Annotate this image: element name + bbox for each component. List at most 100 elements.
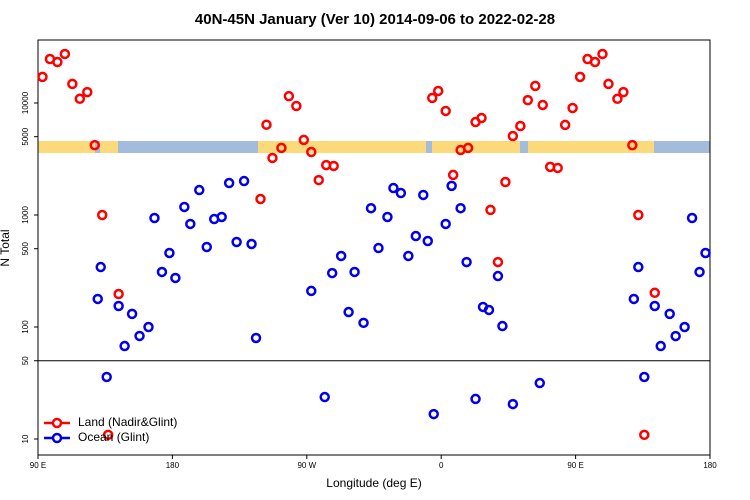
point bbox=[92, 293, 103, 305]
point bbox=[306, 146, 317, 158]
legend-label: Ocean (Glint) bbox=[78, 430, 149, 444]
point bbox=[101, 371, 112, 383]
point bbox=[461, 256, 472, 268]
point bbox=[313, 174, 324, 186]
point bbox=[52, 56, 63, 68]
point bbox=[628, 293, 640, 305]
point bbox=[639, 371, 650, 383]
point bbox=[627, 139, 638, 151]
point bbox=[530, 80, 541, 92]
point bbox=[358, 317, 369, 329]
plot-frame bbox=[37, 39, 711, 456]
point bbox=[261, 119, 272, 130]
point bbox=[82, 86, 93, 98]
y-tick-label: 1000 bbox=[21, 206, 30, 224]
point bbox=[267, 152, 278, 164]
point bbox=[410, 230, 422, 242]
point bbox=[418, 189, 429, 201]
point bbox=[37, 71, 48, 83]
point bbox=[156, 266, 168, 278]
point bbox=[343, 306, 354, 318]
legend: Land (Nadir&Glint)Ocean (Glint) bbox=[44, 415, 177, 444]
point bbox=[89, 139, 100, 151]
point bbox=[559, 119, 571, 131]
point bbox=[255, 193, 266, 205]
point bbox=[365, 202, 377, 214]
point bbox=[246, 238, 257, 250]
point bbox=[618, 86, 629, 98]
point bbox=[319, 391, 330, 403]
point bbox=[223, 177, 235, 189]
point bbox=[201, 241, 212, 253]
point bbox=[328, 160, 339, 172]
y-tick-label: 500 bbox=[21, 241, 30, 255]
legend-marker bbox=[51, 417, 63, 429]
point bbox=[388, 182, 399, 194]
x-tick-label: 180 bbox=[166, 461, 180, 470]
series bbox=[92, 175, 711, 420]
y-tick-label: 10000 bbox=[21, 91, 30, 114]
point bbox=[102, 429, 114, 441]
point bbox=[373, 242, 384, 254]
point bbox=[649, 300, 660, 312]
x-tick-label: 90 E bbox=[30, 461, 46, 470]
point bbox=[446, 180, 457, 192]
point bbox=[440, 105, 451, 117]
point bbox=[74, 93, 86, 105]
point bbox=[497, 320, 508, 332]
point bbox=[164, 247, 175, 259]
point bbox=[134, 330, 145, 342]
point bbox=[483, 304, 495, 316]
point bbox=[534, 377, 546, 389]
point bbox=[612, 93, 623, 105]
point bbox=[476, 112, 487, 124]
y-tick-label: 5000 bbox=[21, 127, 30, 145]
chart-title: 40N-45N January (Ver 10) 2014-09-06 to 2… bbox=[195, 11, 555, 28]
x-tick-label: 0 bbox=[439, 461, 444, 470]
point bbox=[694, 266, 705, 278]
point bbox=[462, 142, 474, 154]
y-tick-label: 10 bbox=[21, 434, 30, 443]
point bbox=[403, 250, 414, 262]
point bbox=[633, 261, 644, 273]
point bbox=[507, 130, 519, 142]
point bbox=[515, 120, 526, 132]
point bbox=[283, 90, 295, 102]
land-strip bbox=[528, 141, 654, 153]
point bbox=[447, 169, 459, 181]
point bbox=[194, 184, 205, 196]
point bbox=[574, 71, 586, 83]
point bbox=[589, 56, 601, 68]
point bbox=[686, 212, 698, 224]
point bbox=[670, 330, 681, 342]
point bbox=[492, 256, 504, 268]
point bbox=[126, 308, 138, 320]
point bbox=[432, 85, 444, 97]
y-tick-label: 50 bbox=[21, 356, 30, 365]
point bbox=[655, 340, 666, 352]
point bbox=[95, 261, 106, 273]
point bbox=[185, 218, 196, 230]
point bbox=[179, 201, 190, 213]
point bbox=[119, 340, 130, 352]
point bbox=[492, 270, 504, 282]
y-tick-label: 100 bbox=[21, 320, 30, 334]
point bbox=[700, 247, 711, 259]
point bbox=[537, 99, 548, 111]
point bbox=[298, 134, 310, 146]
x-tick-label: 90 E bbox=[567, 461, 583, 470]
point bbox=[349, 266, 360, 278]
point bbox=[276, 142, 287, 154]
y-axis-label: N Total bbox=[0, 229, 12, 266]
point bbox=[306, 285, 317, 297]
point bbox=[216, 211, 227, 223]
point bbox=[597, 48, 608, 60]
point bbox=[522, 94, 534, 106]
land-strip bbox=[258, 141, 426, 153]
land-strip bbox=[38, 141, 95, 153]
point bbox=[395, 187, 407, 199]
point bbox=[382, 211, 393, 223]
point bbox=[149, 212, 160, 224]
point bbox=[664, 308, 675, 320]
point bbox=[143, 321, 154, 333]
